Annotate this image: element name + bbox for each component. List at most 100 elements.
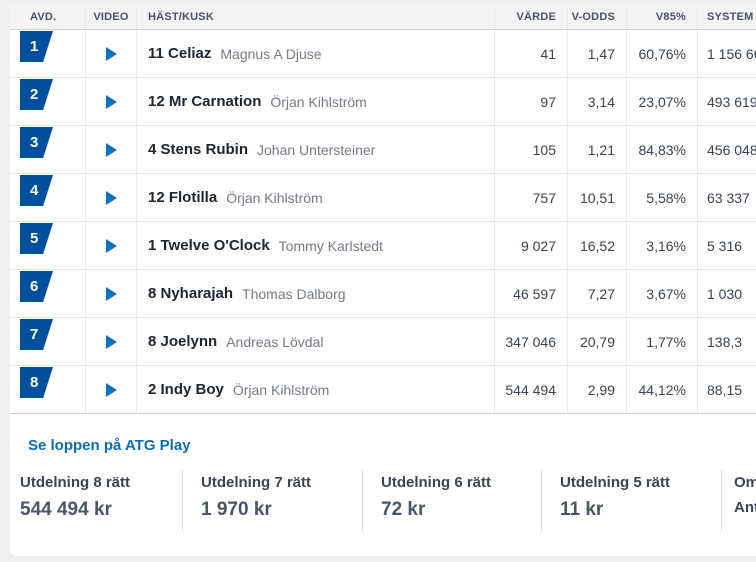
payout-label: Utdelning 7 rätt bbox=[201, 474, 312, 491]
video-cell bbox=[86, 30, 137, 77]
system-value: 1 156 661 bbox=[707, 45, 756, 62]
payout-7-ratt: Utdelning 7 rätt 1 970 kr bbox=[182, 470, 362, 531]
varde-value: 9 027 bbox=[495, 222, 568, 269]
results-card: AVD. VIDEO HÄST/KUSK VÄRDE V-ODDS V85% S… bbox=[10, 5, 756, 556]
avd-number-badge: 2 bbox=[20, 79, 53, 110]
v85-value: 3,67% bbox=[627, 270, 698, 317]
horse-name: 8 Nyharajah bbox=[148, 285, 234, 302]
table-row: 4 12 Flotilla Örjan Kihlström 757 10,51 5… bbox=[10, 174, 756, 222]
video-cell bbox=[86, 78, 137, 125]
avd-number-badge: 4 bbox=[20, 175, 53, 206]
column-header-v85: V85% bbox=[627, 5, 698, 29]
horse-name: 2 Indy Boy bbox=[148, 381, 224, 398]
horse-name: 12 Mr Carnation bbox=[148, 93, 262, 110]
table-row: 7 8 Joelynn Andreas Lövdal 347 046 20,79 … bbox=[10, 318, 756, 366]
horse-name: 8 Joelynn bbox=[148, 333, 218, 350]
play-video-button[interactable] bbox=[98, 185, 124, 211]
column-header-video: VIDEO bbox=[86, 5, 137, 29]
v85-value: 23,07% bbox=[627, 78, 698, 125]
column-header-avd: AVD. bbox=[10, 5, 86, 29]
driver-name: Örjan Kihlström bbox=[270, 93, 367, 110]
payout-label: Utdelning 5 rätt bbox=[560, 474, 671, 491]
horse-cell: 8 Nyharajah Thomas Dalborg bbox=[137, 270, 495, 317]
system-value: 456 048 bbox=[707, 141, 756, 158]
v85-value: 1,77% bbox=[627, 318, 698, 365]
avd-cell: 5 bbox=[10, 222, 86, 269]
video-cell bbox=[86, 222, 137, 269]
vodds-value: 2,99 bbox=[568, 366, 627, 413]
payout-6-ratt: Utdelning 6 rätt 72 kr bbox=[362, 470, 541, 531]
payout-summary: Utdelning 8 rätt 544 494 kr Utdelning 7 … bbox=[10, 470, 756, 531]
video-cell bbox=[86, 318, 137, 365]
driver-name: Örjan Kihlström bbox=[232, 381, 330, 398]
video-cell bbox=[86, 174, 137, 221]
column-header-varde: VÄRDE bbox=[495, 5, 568, 29]
payout-8-ratt: Utdelning 8 rätt 544 494 kr bbox=[10, 470, 182, 531]
play-icon bbox=[105, 142, 117, 157]
video-cell bbox=[86, 126, 137, 173]
results-table: AVD. VIDEO HÄST/KUSK VÄRDE V-ODDS V85% S… bbox=[10, 5, 756, 414]
v85-value: 5,58% bbox=[627, 174, 698, 221]
system-value: 63 337 bbox=[707, 189, 750, 206]
play-video-button[interactable] bbox=[98, 377, 124, 403]
avd-number-badge: 7 bbox=[20, 319, 53, 350]
payout-label: Utdelning 8 rätt bbox=[20, 474, 131, 491]
avd-number-badge: 5 bbox=[20, 223, 53, 254]
avd-number-badge: 6 bbox=[20, 271, 53, 302]
system-value: 138,3 bbox=[707, 333, 743, 350]
vodds-value: 1,47 bbox=[568, 30, 627, 77]
horse-cell: 12 Mr Carnation Örjan Kihlström bbox=[137, 78, 495, 125]
horse-name: 12 Flotilla bbox=[148, 189, 218, 206]
varde-value: 544 494 bbox=[495, 366, 568, 413]
varde-value: 347 046 bbox=[495, 318, 568, 365]
avd-cell: 6 bbox=[10, 270, 86, 317]
play-video-button[interactable] bbox=[98, 329, 124, 355]
play-video-button[interactable] bbox=[98, 41, 124, 67]
play-icon bbox=[105, 334, 117, 349]
payout-value: 72 kr bbox=[381, 499, 426, 520]
payout-5-ratt: Utdelning 5 rätt 11 kr bbox=[541, 470, 721, 531]
horse-name: 1 Twelve O'Clock bbox=[148, 237, 270, 254]
system-value: 493 619 bbox=[707, 93, 756, 110]
varde-value: 46 597 bbox=[495, 270, 568, 317]
table-row: 3 4 Stens Rubin Johan Untersteiner 105 1,… bbox=[10, 126, 756, 174]
vodds-value: 20,79 bbox=[568, 318, 627, 365]
vodds-value: 3,14 bbox=[568, 78, 627, 125]
v85-value: 3,16% bbox=[627, 222, 698, 269]
atg-play-link[interactable]: Se loppen på ATG Play bbox=[28, 437, 191, 454]
play-icon bbox=[105, 286, 117, 301]
varde-value: 97 bbox=[495, 78, 568, 125]
avd-cell: 7 bbox=[10, 318, 86, 365]
table-header-row: AVD. VIDEO HÄST/KUSK VÄRDE V-ODDS V85% S… bbox=[10, 5, 756, 30]
avd-number-badge: 1 bbox=[20, 31, 53, 62]
play-icon bbox=[105, 190, 117, 205]
payout-value: 11 kr bbox=[560, 499, 604, 520]
varde-value: 105 bbox=[495, 126, 568, 173]
horse-name: 11 Celiaz bbox=[148, 45, 212, 62]
play-video-button[interactable] bbox=[98, 89, 124, 115]
avd-cell: 8 bbox=[10, 366, 86, 413]
avd-cell: 4 bbox=[10, 174, 86, 221]
play-video-button[interactable] bbox=[98, 233, 124, 259]
varde-value: 757 bbox=[495, 174, 568, 221]
driver-name: Andreas Lövdal bbox=[226, 333, 324, 350]
payout-value: 1 970 kr bbox=[201, 499, 272, 520]
system-value: 88,15 bbox=[707, 381, 743, 398]
avd-number-badge: 3 bbox=[20, 127, 53, 158]
horse-cell: 2 Indy Boy Örjan Kihlström bbox=[137, 366, 495, 413]
horse-cell: 8 Joelynn Andreas Lövdal bbox=[137, 318, 495, 365]
system-value: 5 316 bbox=[707, 237, 743, 254]
horse-cell: 4 Stens Rubin Johan Untersteiner bbox=[137, 126, 495, 173]
play-video-button[interactable] bbox=[98, 281, 124, 307]
payout-extra-line2: Ant bbox=[734, 499, 756, 516]
table-row: 6 8 Nyharajah Thomas Dalborg 46 597 7,27 … bbox=[10, 270, 756, 318]
vodds-value: 7,27 bbox=[568, 270, 627, 317]
column-header-horse: HÄST/KUSK bbox=[137, 5, 495, 29]
driver-name: Johan Untersteiner bbox=[257, 141, 376, 158]
avd-cell: 1 bbox=[10, 30, 86, 77]
play-video-button[interactable] bbox=[98, 137, 124, 163]
v85-value: 44,12% bbox=[627, 366, 698, 413]
play-icon bbox=[105, 46, 117, 61]
play-icon bbox=[105, 94, 117, 109]
table-row: 5 1 Twelve O'Clock Tommy Karlstedt 9 027 … bbox=[10, 222, 756, 270]
